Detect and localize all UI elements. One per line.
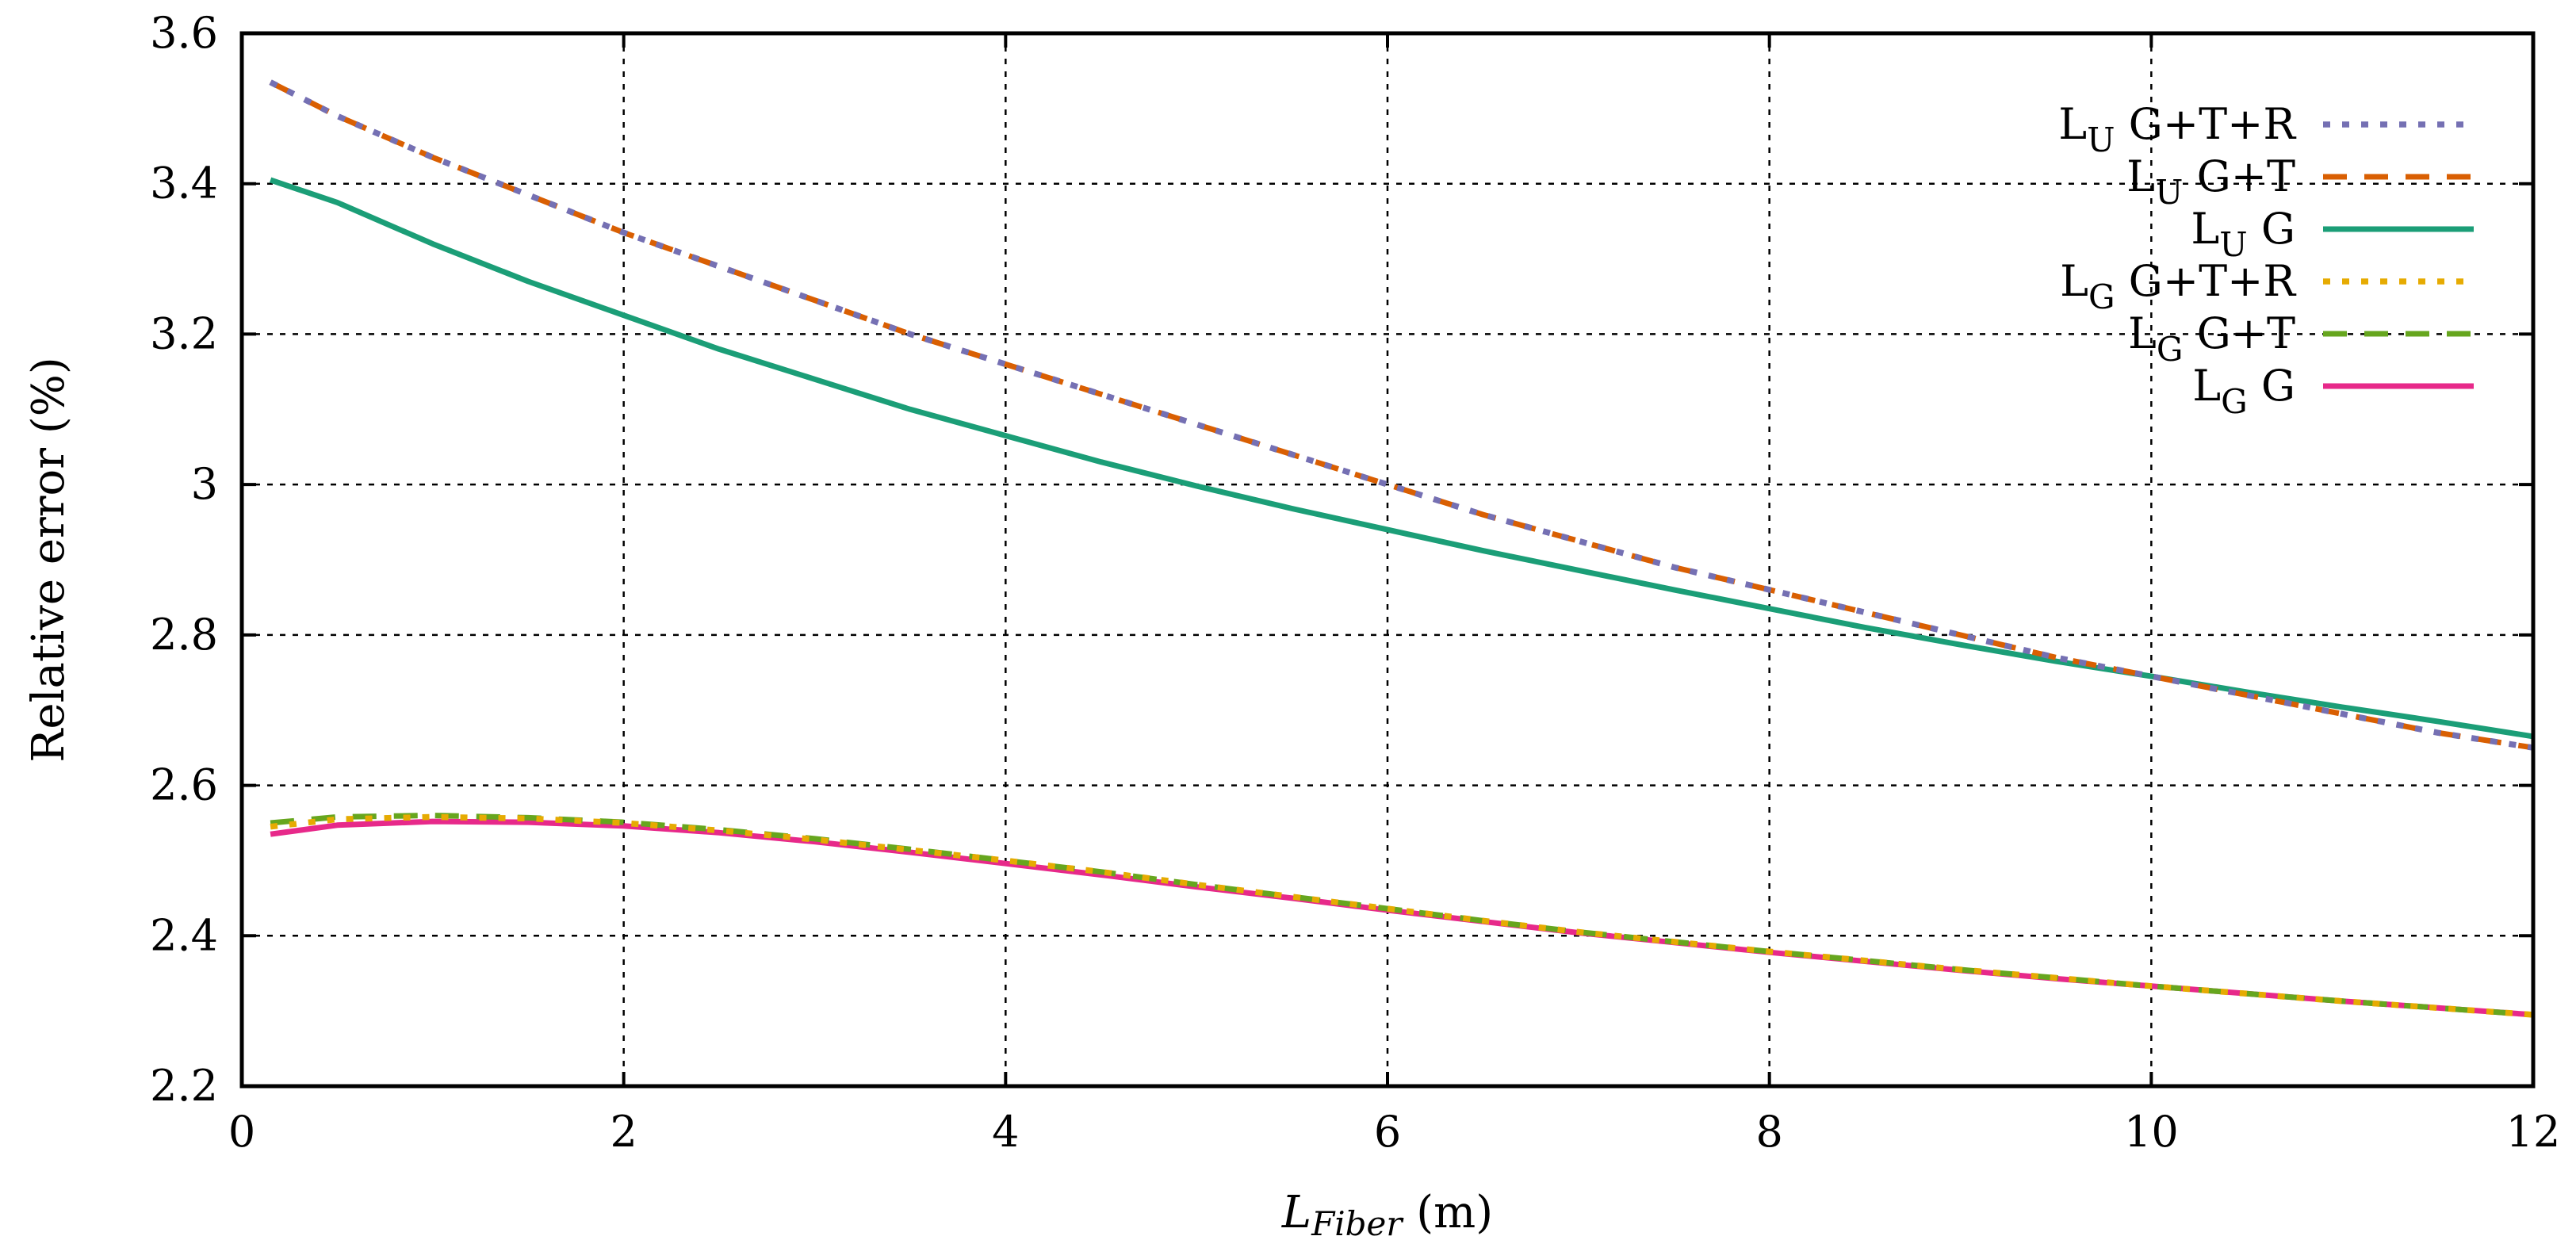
legend-item-0: LU G+T+R xyxy=(2058,99,2474,159)
axis-ticks xyxy=(240,32,2535,1088)
series-line-4 xyxy=(270,813,2534,1018)
legend-item-5: LG G xyxy=(2192,361,2474,421)
legend-item-2: LU G xyxy=(2191,204,2474,264)
x-axis-title-subscript: Fiber xyxy=(1311,1204,1404,1243)
y-tick-label: 3.6 xyxy=(150,8,218,58)
x-axis-title: LFiber (m) xyxy=(1281,1187,1493,1243)
y-tick-labels: 2.2 2.4 2.6 2.8 3 3.2 3.4 3.6 xyxy=(150,8,218,1111)
series-line-3 xyxy=(270,813,2534,1018)
y-tick-label: 2.4 xyxy=(150,910,218,960)
x-tick-label: 2 xyxy=(610,1107,637,1157)
x-tick-label: 10 xyxy=(2124,1107,2179,1157)
y-tick-label: 3.4 xyxy=(150,159,218,209)
legend-label: LU G xyxy=(2191,204,2295,264)
x-tick-labels: 0 2 4 6 8 10 12 xyxy=(228,1107,2561,1157)
legend-item-1: LU G+T xyxy=(2126,151,2474,212)
x-tick-label: 0 xyxy=(228,1107,255,1157)
x-tick-label: 4 xyxy=(992,1107,1019,1157)
legend-label: LG G+T xyxy=(2128,308,2295,369)
legend-label: LU G+T+R xyxy=(2058,99,2296,159)
x-axis-title-unit: (m) xyxy=(1402,1187,1493,1238)
legend-label: LU G+T xyxy=(2126,151,2295,212)
legend: LU G+T+RLU G+TLU GLG G+T+RLG G+TLG G xyxy=(2058,99,2474,421)
x-axis-title-main: L xyxy=(1281,1187,1311,1238)
y-tick-label: 2.8 xyxy=(150,610,218,660)
x-tick-label: 6 xyxy=(1374,1107,1401,1157)
legend-label: LG G+T+R xyxy=(2060,256,2296,316)
series-line-2 xyxy=(269,177,2534,740)
legend-label: LG G xyxy=(2192,361,2295,421)
y-axis-title: Relative error (%) xyxy=(23,357,75,762)
legend-item-3: LG G+T+R xyxy=(2060,256,2474,316)
series-lines xyxy=(269,79,2534,1018)
x-tick-label: 8 xyxy=(1755,1107,1782,1157)
y-tick-label: 2.2 xyxy=(150,1061,218,1111)
series-line-0 xyxy=(269,79,2534,751)
y-tick-label: 2.6 xyxy=(150,760,218,810)
y-tick-label: 3.2 xyxy=(150,308,218,358)
legend-item-4: LG G+T xyxy=(2128,308,2474,369)
y-tick-label: 3 xyxy=(191,459,218,509)
x-tick-label: 12 xyxy=(2506,1107,2561,1157)
